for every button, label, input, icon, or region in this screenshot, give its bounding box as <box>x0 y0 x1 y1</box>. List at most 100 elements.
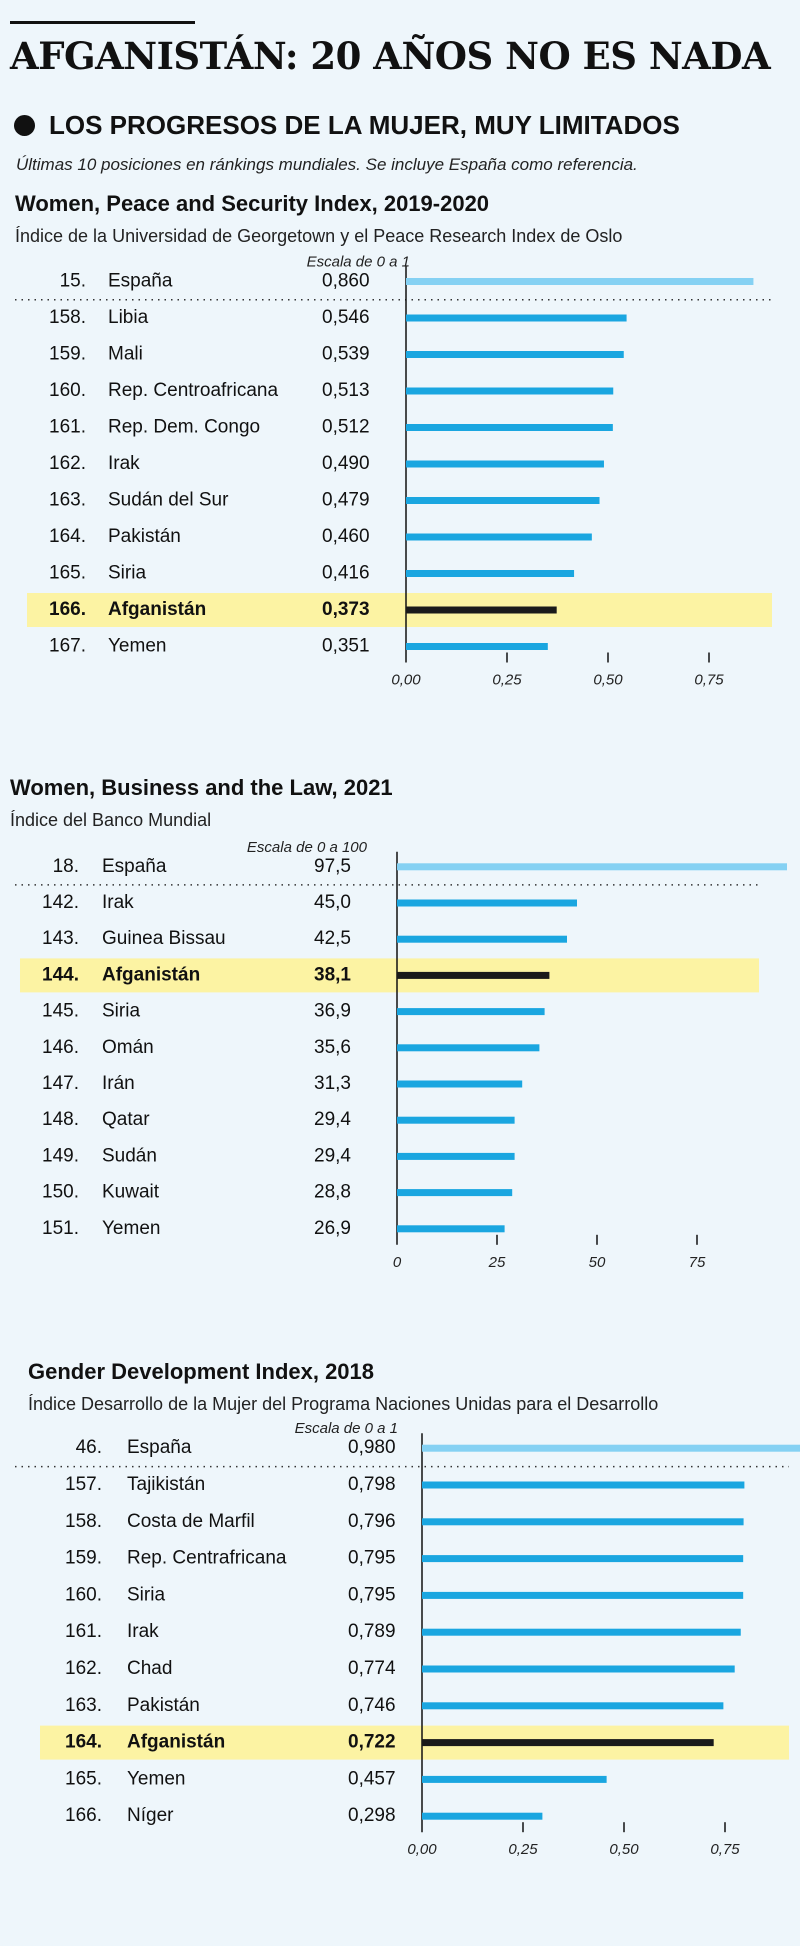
bar <box>422 1591 744 1599</box>
bar <box>397 863 787 871</box>
row-country: España <box>127 1437 192 1458</box>
bar <box>406 424 613 431</box>
row-rank: 163. <box>65 1695 102 1716</box>
row-country: Yemen <box>127 1768 185 1789</box>
chart-gender-development: Gender Development Index, 2018 Índice Des… <box>15 1359 800 1858</box>
row-rank: 161. <box>65 1621 102 1642</box>
row-country: Sudán del Sur <box>108 490 229 511</box>
row-country: Omán <box>102 1037 154 1058</box>
row-rank: 161. <box>49 417 86 438</box>
row-country: Libia <box>108 307 149 328</box>
highlight-band <box>20 958 759 993</box>
row-value: 0,798 <box>348 1474 396 1495</box>
bar <box>422 1518 744 1526</box>
tick-label: 0,00 <box>407 1841 437 1858</box>
row-country: Afganistán <box>127 1732 225 1753</box>
row-value: 0,416 <box>322 563 370 584</box>
row-rank: 15. <box>60 271 86 292</box>
row-value: 0,298 <box>348 1805 396 1826</box>
row-rank: 142. <box>42 892 79 913</box>
chart-title: Gender Development Index, 2018 <box>28 1359 374 1384</box>
row-value: 29,4 <box>314 1109 351 1130</box>
row-value: 0,796 <box>348 1511 396 1532</box>
row-country: Chad <box>127 1658 172 1679</box>
row-value: 26,9 <box>314 1218 351 1239</box>
row-rank: 165. <box>65 1768 102 1789</box>
row-country: Rep. Centrafricana <box>127 1548 287 1569</box>
row-value: 0,460 <box>322 526 370 547</box>
chart-subtitle: Índice de la Universidad de Georgetown y… <box>15 226 622 246</box>
row-country: Siria <box>127 1584 165 1605</box>
row-rank: 159. <box>65 1548 102 1569</box>
row-value: 0,795 <box>348 1584 396 1605</box>
bar <box>397 1008 545 1016</box>
bar <box>422 1665 735 1673</box>
tick-label: 0,75 <box>710 1841 740 1858</box>
row-country: Tajikistán <box>127 1474 205 1495</box>
row-country: Pakistán <box>108 526 181 547</box>
row-value: 97,5 <box>314 856 351 877</box>
row-rank: 147. <box>42 1073 79 1094</box>
chart-title: Women, Business and the Law, 2021 <box>10 775 393 800</box>
chart-women-peace-security: Women, Peace and Security Index, 2019-20… <box>15 191 772 689</box>
row-rank: 146. <box>42 1037 79 1058</box>
row-value: 0,479 <box>322 490 370 511</box>
bar <box>397 935 567 943</box>
row-country: Rep. Dem. Congo <box>108 417 260 438</box>
row-country: España <box>108 271 173 292</box>
bar <box>406 606 557 614</box>
highlight-band <box>27 593 772 627</box>
bar <box>422 1812 543 1820</box>
bar <box>397 1152 515 1160</box>
row-rank: 151. <box>42 1218 79 1239</box>
row-value: 0,746 <box>348 1695 396 1716</box>
row-country: Guinea Bissau <box>102 928 226 949</box>
row-rank: 167. <box>49 636 86 657</box>
row-value: 0,980 <box>348 1437 396 1458</box>
row-value: 0,789 <box>348 1621 396 1642</box>
bar <box>406 460 604 468</box>
row-rank: 145. <box>42 1001 79 1022</box>
scale-label: Escala de 0 a 100 <box>247 839 368 856</box>
row-country: Siria <box>108 563 146 584</box>
row-rank: 144. <box>42 964 79 985</box>
row-rank: 164. <box>49 526 86 547</box>
bar <box>406 351 624 358</box>
bar <box>422 1555 744 1563</box>
tick-label: 0,25 <box>492 672 522 689</box>
row-country: Irán <box>102 1073 135 1094</box>
row-country: Irak <box>127 1621 159 1642</box>
section-title: LOS PROGRESOS DE LA MUJER, MUY LIMITADOS <box>49 110 680 140</box>
row-country: Mali <box>108 344 143 365</box>
scale-label: Escala de 0 a 1 <box>295 1420 398 1437</box>
bar <box>422 1628 741 1636</box>
row-value: 28,8 <box>314 1182 351 1203</box>
bar <box>406 387 614 395</box>
bar <box>397 1116 515 1124</box>
tick-label: 0,50 <box>609 1841 639 1858</box>
tick-label: 0 <box>393 1254 402 1271</box>
row-rank: 158. <box>49 307 86 328</box>
row-value: 45,0 <box>314 892 351 913</box>
row-rank: 166. <box>65 1805 102 1826</box>
row-country: Yemen <box>108 636 166 657</box>
tick-label: 0,50 <box>593 672 623 689</box>
row-value: 0,722 <box>348 1732 396 1753</box>
bar <box>422 1481 745 1489</box>
bar <box>422 1702 724 1710</box>
tick-label: 0,00 <box>391 672 421 689</box>
row-value: 0,351 <box>322 636 370 657</box>
row-rank: 160. <box>49 380 86 401</box>
row-value: 31,3 <box>314 1073 351 1094</box>
row-value: 0,795 <box>348 1548 396 1569</box>
row-value: 0,373 <box>322 599 370 620</box>
row-rank: 158. <box>65 1511 102 1532</box>
bar <box>397 971 550 979</box>
row-value: 42,5 <box>314 928 351 949</box>
row-country: Costa de Marfil <box>127 1511 255 1532</box>
bar <box>422 1775 607 1783</box>
bullet-icon <box>14 114 35 136</box>
row-country: Sudán <box>102 1145 157 1166</box>
row-country: Yemen <box>102 1218 160 1239</box>
section-header: LOS PROGRESOS DE LA MUJER, MUY LIMITADOS <box>14 110 680 140</box>
